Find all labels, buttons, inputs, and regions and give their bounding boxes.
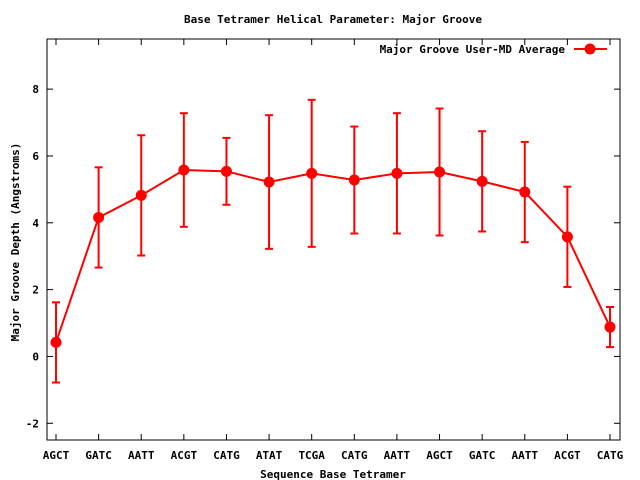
x-tick-label: CATG bbox=[597, 449, 624, 462]
x-tick-label: TCGA bbox=[298, 449, 325, 462]
y-tick-label: 2 bbox=[32, 284, 39, 297]
x-tick-label: GATC bbox=[85, 449, 112, 462]
data-point bbox=[519, 186, 531, 198]
data-point bbox=[263, 176, 275, 188]
y-tick-label: 8 bbox=[32, 83, 39, 96]
data-point bbox=[135, 189, 147, 201]
y-axis: -2 0 2 4 6 8 bbox=[26, 83, 620, 430]
data-point bbox=[348, 174, 360, 186]
data-point bbox=[561, 231, 573, 243]
x-tick-label: ATAT bbox=[256, 449, 283, 462]
error-bars bbox=[52, 98, 614, 384]
y-tick-label: -2 bbox=[26, 417, 39, 430]
data-point bbox=[306, 167, 318, 179]
x-tick-label: AATT bbox=[128, 449, 155, 462]
plot-frame bbox=[46, 38, 621, 441]
data-point bbox=[476, 175, 488, 187]
x-tick-label: CATG bbox=[341, 449, 368, 462]
y-axis-label: Major Groove Depth (Angstroms) bbox=[9, 143, 22, 342]
data-point bbox=[604, 321, 616, 333]
x-tick-label: GATC bbox=[469, 449, 496, 462]
x-tick-label: CATG bbox=[213, 449, 240, 462]
series-line-group bbox=[55, 168, 611, 343]
x-axis-label: Sequence Base Tetramer bbox=[260, 468, 406, 480]
data-point bbox=[391, 167, 403, 179]
data-point bbox=[434, 166, 446, 178]
y-tick-label: 4 bbox=[32, 217, 39, 230]
y-tick-label: 0 bbox=[32, 350, 39, 363]
legend-label: Major Groove User-MD Average bbox=[380, 43, 566, 56]
x-tick-label: ACGT bbox=[171, 449, 198, 462]
x-tick-label: AGCT bbox=[43, 449, 70, 462]
x-tick-label: AATT bbox=[384, 449, 411, 462]
legend-marker bbox=[584, 43, 596, 55]
data-point bbox=[220, 165, 232, 177]
y-tick-label: 6 bbox=[32, 150, 39, 163]
legend: Major Groove User-MD Average bbox=[380, 43, 607, 56]
series-line bbox=[55, 168, 611, 343]
x-tick-label: ACGT bbox=[554, 449, 581, 462]
data-point bbox=[178, 164, 190, 176]
data-point bbox=[50, 336, 62, 348]
x-tick-label: AGCT bbox=[426, 449, 453, 462]
data-points bbox=[50, 164, 616, 348]
data-point bbox=[93, 211, 105, 223]
x-tick-label: AATT bbox=[512, 449, 539, 462]
x-axis: AGCT GATC AATT ACGT CATG ATAT TCGA CATG AATT AGCT… bbox=[43, 39, 624, 462]
chart-title: Base Tetramer Helical Parameter: Major G… bbox=[184, 13, 482, 26]
